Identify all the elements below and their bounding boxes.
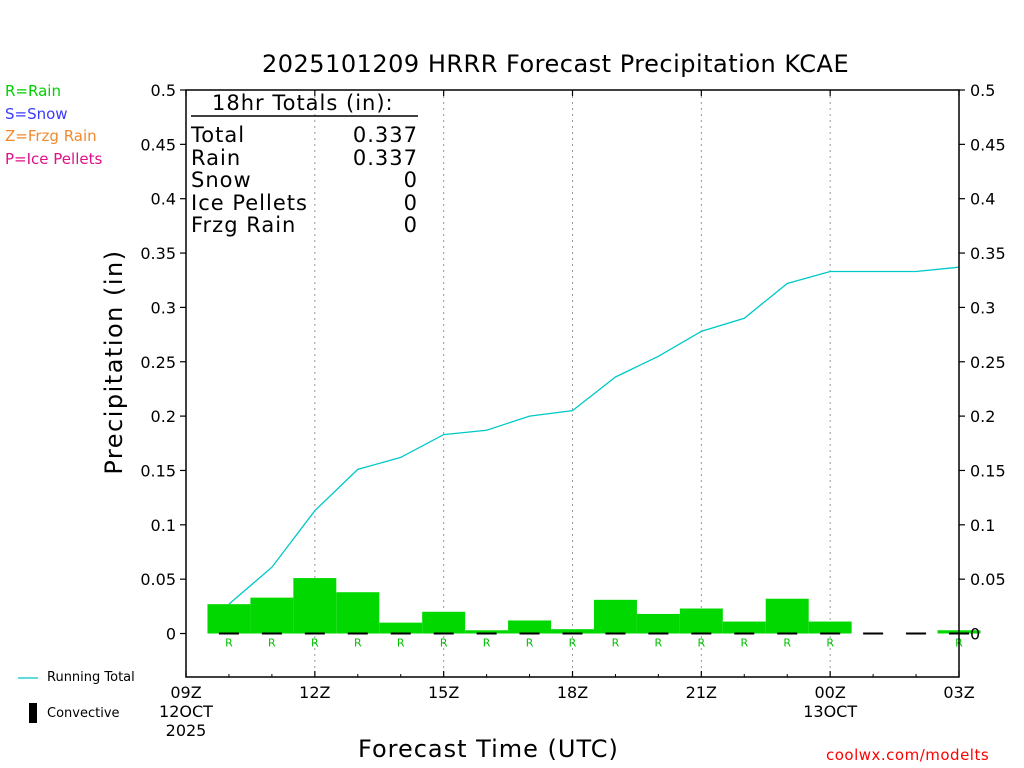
precip-bar xyxy=(808,621,852,634)
ptype-mark: R xyxy=(783,637,791,650)
ptype-mark: R xyxy=(698,637,706,650)
y-tick-label-right: 0.2 xyxy=(970,407,995,426)
y-tick-label-left: 0.15 xyxy=(140,461,176,480)
totals-row-value: 0 xyxy=(403,190,418,215)
totals-row-label: Snow xyxy=(191,168,252,193)
y-tick-label-left: 0.35 xyxy=(140,244,176,263)
y-tick-label-right: 0.5 xyxy=(970,81,995,100)
precip-bars xyxy=(207,578,981,635)
totals-row-label: Frzg Rain xyxy=(191,213,297,238)
convective-legend-label: Convective xyxy=(47,706,120,721)
y-tick-label-right: 0.4 xyxy=(970,190,995,209)
y-tick-label-left: 0.25 xyxy=(140,353,176,372)
x-tick-label: 09Z xyxy=(170,683,201,702)
precip-bar xyxy=(765,598,809,634)
precip-bar xyxy=(593,599,637,634)
precip-bar xyxy=(508,620,552,634)
ptype-mark: R xyxy=(397,637,405,650)
ptype-mark: R xyxy=(612,637,620,650)
totals-row-value: 0 xyxy=(403,168,418,193)
precip-bar xyxy=(250,597,294,634)
totals-row-label: Total xyxy=(191,123,246,147)
y-tick-label-right: 0.05 xyxy=(970,570,1006,589)
precip-bar xyxy=(379,622,423,634)
totals-row-label: Ice Pellets xyxy=(191,190,308,215)
legend-rain: R=Rain xyxy=(5,82,61,100)
y-tick-label-right: 0.3 xyxy=(970,298,995,317)
precip-bar xyxy=(422,611,466,634)
precip-bar xyxy=(551,629,594,634)
grid-lines xyxy=(314,90,831,677)
y-tick-label-left: 0.45 xyxy=(140,135,176,154)
running-total-legend-label: Running Total xyxy=(47,670,135,685)
y-tick-label-left: 0.2 xyxy=(151,407,176,426)
x-tick-label: 12OCT xyxy=(159,702,213,721)
y-tick-label-right: 0.45 xyxy=(970,135,1006,154)
y-axis-ticks: 0 00.05 0.050.1 0.10.15 0.150.2 0.20.25 0.250.… xyxy=(140,81,1005,644)
legend-snow: S=Snow xyxy=(5,105,68,123)
ptype-mark: R xyxy=(311,637,319,650)
x-tick-label: 03Z xyxy=(943,683,974,702)
precip-bar xyxy=(679,608,723,634)
totals-row-value: 0 xyxy=(403,213,418,238)
convective-legend-swatch xyxy=(29,703,37,723)
x-tick-label: 00Z xyxy=(815,683,846,702)
totals-header: 18hr Totals (in): xyxy=(212,91,394,115)
ptype-mark: R xyxy=(268,637,276,650)
y-tick-label-right: 0.25 xyxy=(970,353,1006,372)
y-tick-label-left: 0.4 xyxy=(151,190,176,209)
ptype-mark: R xyxy=(826,637,834,650)
ptype-mark: R xyxy=(225,637,233,650)
y-tick-label-right: 0.15 xyxy=(970,461,1006,480)
totals-row-value: 0.337 xyxy=(352,145,418,170)
y-tick-label-right: 0.1 xyxy=(970,516,995,535)
x-axis-label: Forecast Time (UTC) xyxy=(358,735,619,763)
totals-row-label: Rain xyxy=(191,145,242,170)
x-tick-label: 18Z xyxy=(557,683,588,702)
ptype-mark: R xyxy=(483,637,491,650)
ptype-mark: R xyxy=(526,637,534,650)
ptype-mark: R xyxy=(354,637,362,650)
running-total-line xyxy=(228,266,960,605)
legend-ice-pellets: P=Ice Pellets xyxy=(5,150,103,168)
precip-bar xyxy=(465,630,509,634)
chart-title: 2025101209 HRRR Forecast Precipitation K… xyxy=(262,50,850,78)
y-tick-label-right: 0.35 xyxy=(970,244,1006,263)
y-axis-label: Precipitation (in) xyxy=(100,249,128,474)
precip-bar xyxy=(636,613,680,634)
ptype-mark: R xyxy=(569,637,577,650)
x-tick-label: 21Z xyxy=(686,683,717,702)
precip-bar xyxy=(336,592,380,634)
ptype-mark: R xyxy=(740,637,748,650)
precip-bar xyxy=(293,578,337,634)
y-tick-label-right: 0 xyxy=(970,625,980,644)
y-tick-label-left: 0 xyxy=(166,625,176,644)
site-credit: coolwx.com/modelts xyxy=(826,746,990,764)
x-tick-label: 13OCT xyxy=(803,702,857,721)
running-total-series xyxy=(228,266,960,605)
totals-row-value: 0.337 xyxy=(352,123,418,147)
precip-bar xyxy=(722,621,766,634)
precip-bar xyxy=(207,604,251,634)
y-tick-label-left: 0.3 xyxy=(151,298,176,317)
y-tick-label-left: 0.1 xyxy=(151,516,176,535)
y-tick-label-left: 0.5 xyxy=(151,81,176,100)
y-tick-label-left: 0.05 xyxy=(140,570,176,589)
x-tick-label: 15Z xyxy=(428,683,459,702)
x-tick-label: 2025 xyxy=(166,721,207,740)
ptype-mark: R xyxy=(440,637,448,650)
ptype-mark: R xyxy=(655,637,663,650)
legend-frzg-rain: Z=Frzg Rain xyxy=(5,127,97,145)
x-tick-label: 12Z xyxy=(299,683,330,702)
